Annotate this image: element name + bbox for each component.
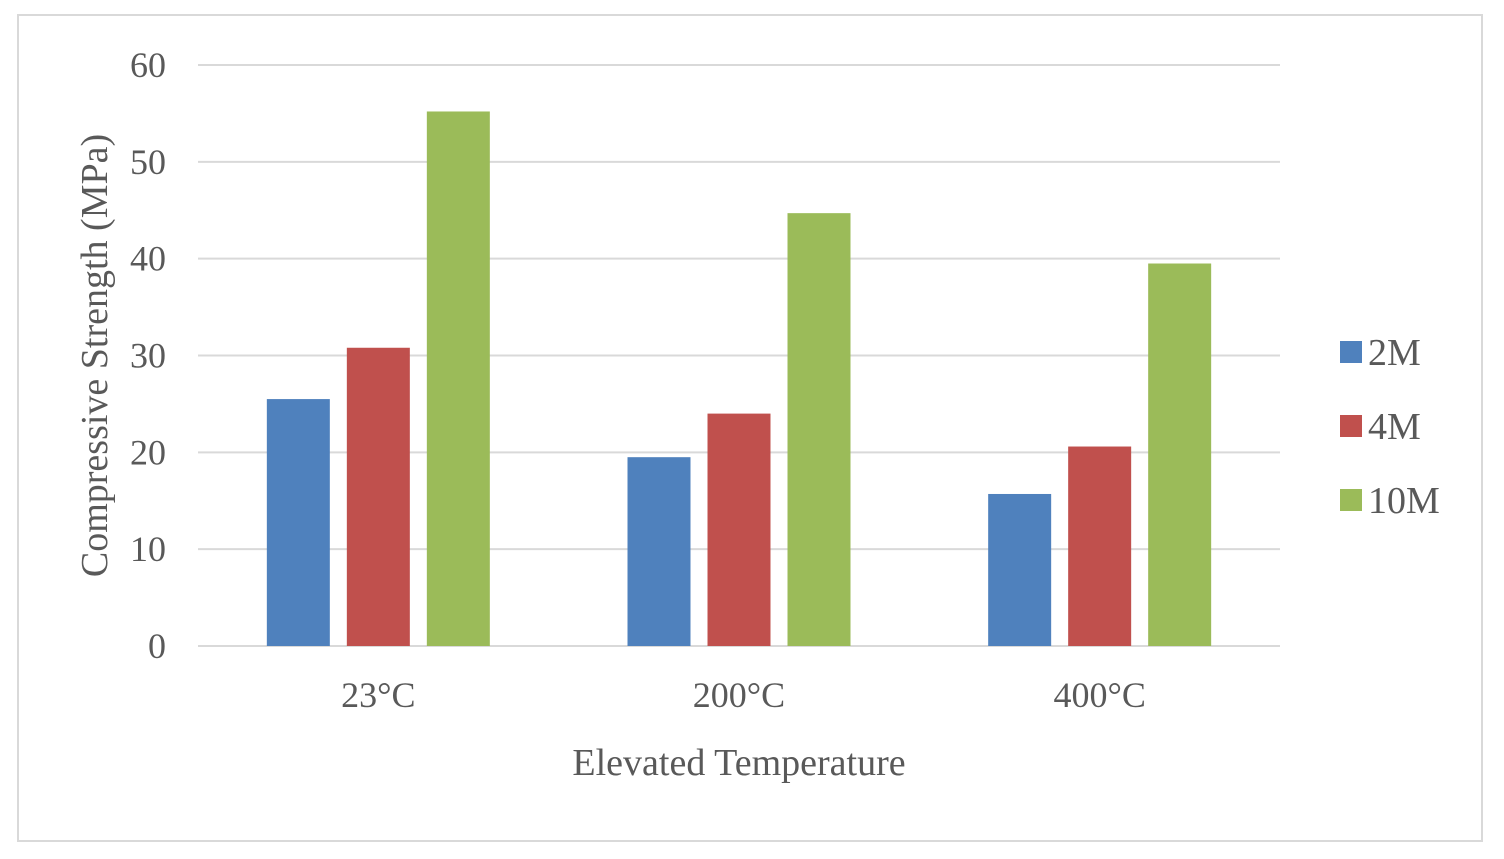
legend: 2M 4M 10M: [1340, 332, 1440, 522]
y-tick-label-20: 20: [130, 432, 166, 472]
y-axis-ticks: 0 10 20 30 40 50 60: [130, 45, 166, 666]
bar-4M-23°C: [346, 347, 410, 646]
x-axis-title: Elevated Temperature: [572, 742, 905, 784]
y-axis-title: Compressive Strength (MPa): [74, 134, 116, 577]
y-tick-label-10: 10: [130, 529, 166, 569]
y-tick-label-60: 60: [130, 45, 166, 85]
bar-10M-200°C: [787, 213, 851, 646]
x-tick-label-0: 23°C: [341, 675, 415, 715]
y-tick-label-40: 40: [130, 239, 166, 279]
bar-2M-200°C: [627, 457, 691, 646]
legend-label-4M: 4M: [1368, 406, 1421, 448]
legend-swatch-10M: [1340, 489, 1362, 511]
legend-label-2M: 2M: [1368, 332, 1421, 374]
bar-4M-400°C: [1068, 446, 1132, 646]
bar-4M-200°C: [707, 413, 771, 646]
y-tick-label-0: 0: [148, 626, 166, 666]
bar-10M-23°C: [426, 111, 490, 647]
bar-2M-400°C: [988, 493, 1052, 646]
x-tick-label-1: 200°C: [693, 675, 785, 715]
bars: [266, 111, 1212, 647]
bar-10M-400°C: [1148, 263, 1212, 646]
x-axis-ticks: 23°C 200°C 400°C: [341, 675, 1146, 715]
bar-2M-23°C: [266, 399, 330, 646]
legend-label-10M: 10M: [1368, 480, 1440, 522]
x-tick-label-2: 400°C: [1053, 675, 1145, 715]
legend-swatch-4M: [1340, 415, 1362, 437]
y-tick-label-30: 30: [130, 336, 166, 376]
legend-swatch-2M: [1340, 341, 1362, 363]
y-tick-label-50: 50: [130, 142, 166, 182]
